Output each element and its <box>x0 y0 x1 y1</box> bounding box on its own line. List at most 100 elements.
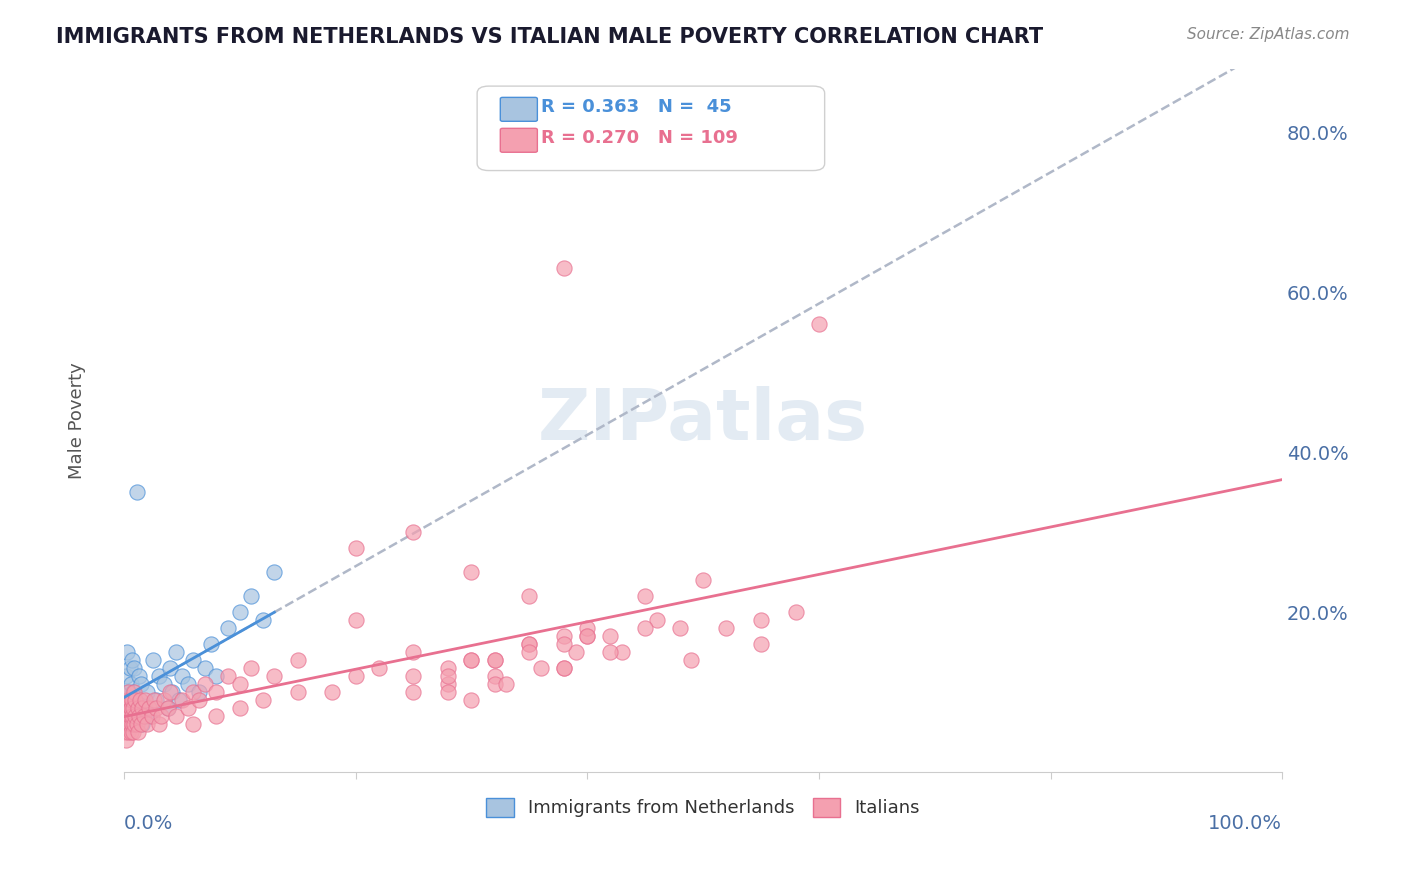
Point <box>127 701 149 715</box>
Point <box>576 621 599 635</box>
Point <box>807 318 830 332</box>
Point <box>128 669 150 683</box>
Point <box>252 693 274 707</box>
Point <box>785 605 807 619</box>
Point <box>194 677 217 691</box>
Point <box>120 725 142 739</box>
Point <box>121 717 143 731</box>
Point <box>495 677 517 691</box>
Point <box>145 693 167 707</box>
Point <box>599 645 621 659</box>
Point <box>402 669 425 683</box>
Point <box>121 709 143 723</box>
Point <box>460 653 482 667</box>
Point <box>131 701 153 715</box>
Point <box>263 669 285 683</box>
Point <box>149 709 172 723</box>
FancyBboxPatch shape <box>501 97 537 121</box>
Point <box>138 709 160 723</box>
Point <box>228 701 250 715</box>
Point <box>118 693 141 707</box>
Point <box>120 677 142 691</box>
Point <box>122 661 145 675</box>
Point <box>121 701 143 715</box>
Point <box>124 693 146 707</box>
Point <box>129 693 152 707</box>
Text: IMMIGRANTS FROM NETHERLANDS VS ITALIAN MALE POVERTY CORRELATION CHART: IMMIGRANTS FROM NETHERLANDS VS ITALIAN M… <box>56 27 1043 46</box>
Text: Source: ZipAtlas.com: Source: ZipAtlas.com <box>1187 27 1350 42</box>
Point <box>610 645 633 659</box>
Point <box>263 566 285 580</box>
Point <box>142 693 165 707</box>
Point <box>714 621 737 635</box>
Point <box>188 693 211 707</box>
Point <box>183 653 205 667</box>
Point <box>749 637 772 651</box>
Point <box>131 717 153 731</box>
Point <box>287 685 309 699</box>
Text: 0.0%: 0.0% <box>124 814 173 833</box>
Point <box>124 693 146 707</box>
Point <box>141 709 163 723</box>
Point <box>145 701 167 715</box>
Text: Male Poverty: Male Poverty <box>69 362 87 479</box>
Point <box>460 566 482 580</box>
Point <box>136 717 159 731</box>
Point <box>122 685 145 699</box>
Point <box>287 653 309 667</box>
Point <box>165 645 187 659</box>
Point <box>205 709 228 723</box>
Point <box>176 677 198 691</box>
Point <box>148 717 170 731</box>
Point <box>170 693 193 707</box>
Point <box>122 725 145 739</box>
Point <box>127 725 149 739</box>
Point <box>437 669 460 683</box>
Point <box>517 637 540 651</box>
Legend: Immigrants from Netherlands, Italians: Immigrants from Netherlands, Italians <box>478 789 928 827</box>
Point <box>749 613 772 627</box>
Point <box>120 701 142 715</box>
Point <box>484 653 506 667</box>
Point <box>129 677 152 691</box>
Point <box>576 629 599 643</box>
Point <box>120 709 142 723</box>
Point <box>634 589 657 603</box>
Point <box>205 669 228 683</box>
Point <box>228 605 250 619</box>
Point <box>484 669 506 683</box>
Point <box>240 661 263 675</box>
Point <box>118 693 141 707</box>
Text: ZIPatlas: ZIPatlas <box>538 386 868 455</box>
Point <box>553 261 575 276</box>
Point <box>484 653 506 667</box>
Text: R = 0.363   N =  45: R = 0.363 N = 45 <box>541 98 731 116</box>
Point <box>134 701 156 715</box>
Point <box>114 725 136 739</box>
Point <box>553 637 575 651</box>
Point <box>228 677 250 691</box>
Point <box>124 709 146 723</box>
Point <box>122 701 145 715</box>
Point <box>530 661 553 675</box>
FancyBboxPatch shape <box>501 128 537 153</box>
Point <box>188 685 211 699</box>
Point <box>118 709 141 723</box>
Point <box>138 701 160 715</box>
Point <box>645 613 668 627</box>
Point <box>121 693 143 707</box>
Point <box>176 701 198 715</box>
Text: R = 0.270   N = 109: R = 0.270 N = 109 <box>541 129 738 147</box>
Point <box>553 661 575 675</box>
Point <box>148 669 170 683</box>
Point <box>183 685 205 699</box>
Point <box>183 717 205 731</box>
Point <box>124 709 146 723</box>
Point <box>576 629 599 643</box>
Point <box>553 629 575 643</box>
Point <box>125 717 148 731</box>
Point <box>344 669 367 683</box>
Point <box>321 685 343 699</box>
Point <box>115 669 138 683</box>
Point <box>153 677 176 691</box>
